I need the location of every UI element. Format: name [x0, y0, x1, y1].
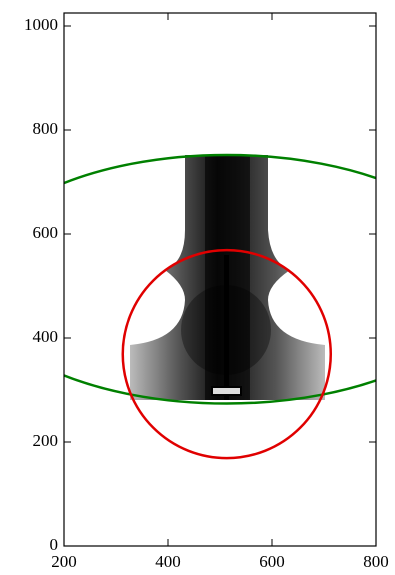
y-tick-label: 200 — [33, 431, 59, 450]
xray-line — [224, 255, 229, 400]
x-tick-label: 800 — [363, 552, 389, 571]
y-tick-label: 1000 — [24, 15, 58, 34]
axes-frame — [63, 12, 377, 547]
y-tick-label: 800 — [33, 119, 59, 138]
x-tick-label: 400 — [155, 552, 181, 571]
xray-marker — [211, 386, 242, 396]
y-tick-label: 0 — [50, 535, 59, 554]
x-tick-label: 600 — [259, 552, 285, 571]
outline — [64, 153, 376, 405]
image — [130, 155, 325, 400]
x-tick-label: 200 — [51, 552, 77, 571]
y-tick-label: 400 — [33, 327, 59, 346]
outline — [121, 248, 333, 460]
y-tick-label: 600 — [33, 223, 59, 242]
